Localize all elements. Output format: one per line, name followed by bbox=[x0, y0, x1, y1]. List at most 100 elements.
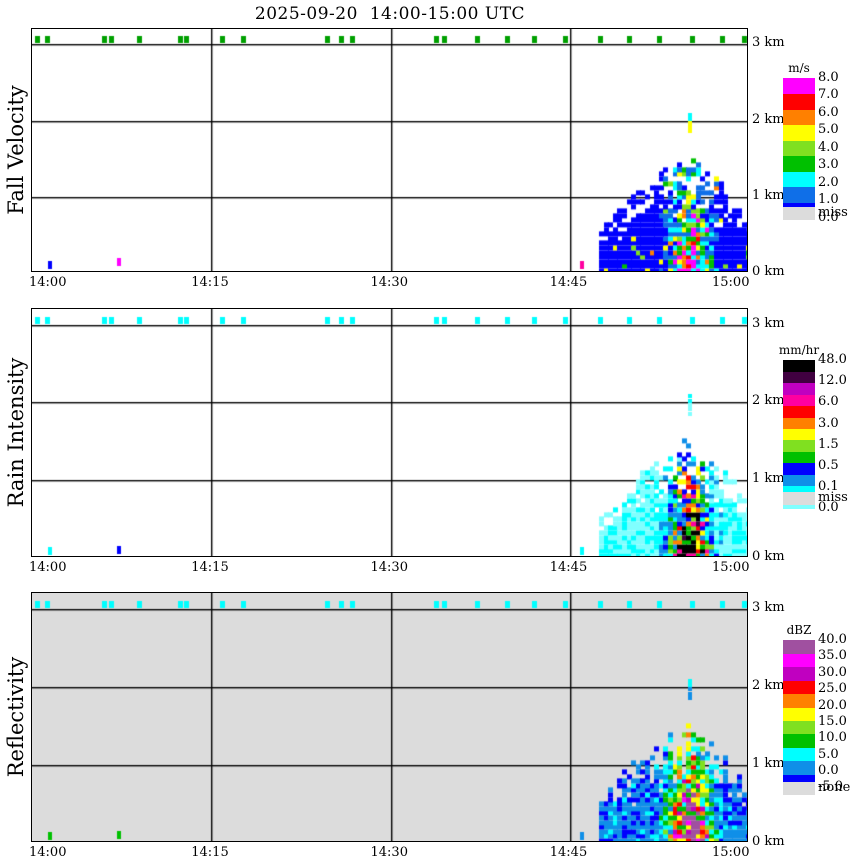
heatmap-canvas bbox=[32, 309, 747, 556]
x-tick-1-1: 14:15 bbox=[191, 560, 229, 575]
colorbar-band-2-2 bbox=[783, 747, 815, 762]
colorbar-band-1-12 bbox=[783, 360, 815, 372]
colorbar-missing-swatch-0 bbox=[783, 207, 815, 220]
colorbar-label-2-9: 40.0 bbox=[818, 632, 847, 647]
y-tick-0-1: 1 km bbox=[752, 187, 785, 203]
colorbar-label-1-7: 48.0 bbox=[818, 352, 847, 367]
colorbar-band-0-1 bbox=[783, 186, 815, 203]
x-tick-1-4: 15:00 bbox=[712, 560, 750, 575]
colorbar-label-2-5: 20.0 bbox=[818, 697, 847, 713]
colorbar-label-1-4: 3.0 bbox=[818, 415, 839, 431]
colorbar-band-1-11 bbox=[783, 371, 815, 384]
colorbar-label-1-2: 0.5 bbox=[818, 457, 839, 473]
colorbar-band-1-5 bbox=[783, 439, 815, 452]
heatmap-canvas bbox=[32, 593, 747, 841]
colorbar-label-0-2: 2.0 bbox=[818, 174, 839, 190]
colorbar-band-1-6 bbox=[783, 428, 815, 441]
colorbar-band-1-8 bbox=[783, 405, 815, 418]
colorbar-band-2-10 bbox=[783, 640, 815, 654]
colorbar-band-0-7 bbox=[783, 93, 815, 110]
colorbar-band-2-3 bbox=[783, 733, 815, 748]
plot-panel-rain-intensity bbox=[31, 308, 748, 557]
y-axis-label-0: Fall Velocity bbox=[4, 85, 28, 215]
y-tick-2-2: 2 km bbox=[752, 677, 785, 693]
colorbar-band-2-1 bbox=[783, 760, 815, 775]
x-tick-2-0: 14:00 bbox=[29, 845, 67, 860]
y-tick-1-3: 3 km bbox=[752, 315, 785, 331]
x-tick-1-0: 14:00 bbox=[29, 560, 67, 575]
x-tick-0-3: 14:45 bbox=[549, 275, 588, 290]
colorbar-label-2-2: 5.0 bbox=[818, 746, 839, 762]
colorbar-title-2: dBZ bbox=[786, 623, 812, 637]
colorbar-label-2-6: 25.0 bbox=[818, 681, 847, 697]
colorbar-band-0-2 bbox=[783, 171, 815, 188]
y-tick-1-0: 0 km bbox=[752, 549, 785, 564]
colorbar-band-2-6 bbox=[783, 693, 815, 708]
colorbar-label-0-7: 7.0 bbox=[818, 87, 839, 103]
colorbar-missing-swatch-2 bbox=[783, 782, 815, 795]
y-tick-0-2: 2 km bbox=[752, 111, 785, 127]
figure-title: 2025-09-20 14:00-15:00 UTC bbox=[254, 4, 526, 24]
colorbar-band-0-3 bbox=[783, 155, 815, 172]
y-axis-label-2: Reflectivity bbox=[4, 656, 28, 778]
colorbar-label-1-0: 0.0 bbox=[818, 500, 839, 516]
colorbar-missing-label-0: miss bbox=[818, 205, 848, 220]
colorbar-label-0-3: 3.0 bbox=[818, 157, 839, 173]
colorbar-label-2-4: 15.0 bbox=[818, 713, 847, 729]
colorbar-band-1-9 bbox=[783, 394, 815, 407]
colorbar-label-1-3: 1.5 bbox=[818, 436, 839, 452]
x-tick-0-0: 14:00 bbox=[29, 275, 67, 290]
colorbar-label-2-1: 0.0 bbox=[818, 763, 839, 779]
y-tick-0-3: 3 km bbox=[752, 35, 785, 51]
colorbar-band-0-6 bbox=[783, 109, 815, 126]
colorbar-band-2-8 bbox=[783, 666, 815, 681]
colorbar-band-0-5 bbox=[783, 124, 815, 141]
x-tick-1-2: 14:30 bbox=[370, 560, 408, 575]
colorbar-band-1-2 bbox=[783, 474, 815, 486]
plot-panel-fall-velocity bbox=[31, 28, 748, 272]
x-tick-0-2: 14:30 bbox=[370, 275, 408, 290]
colorbar-label-0-4: 4.0 bbox=[818, 139, 839, 155]
colorbar-label-2-8: 35.0 bbox=[818, 648, 847, 664]
colorbar-label-1-5: 6.0 bbox=[818, 394, 839, 410]
x-tick-2-1: 14:15 bbox=[191, 845, 229, 860]
y-tick-2-1: 1 km bbox=[752, 755, 785, 771]
colorbar-band-0-4 bbox=[783, 140, 815, 157]
heatmap-canvas bbox=[32, 29, 747, 271]
colorbar-band-1-3 bbox=[783, 462, 815, 475]
colorbar-band-1-10 bbox=[783, 382, 815, 395]
colorbar-missing-label-2: none bbox=[818, 780, 850, 795]
colorbar-title-1: mm/hr bbox=[778, 343, 820, 357]
colorbar-label-2-7: 30.0 bbox=[818, 664, 847, 680]
colorbar-label-0-6: 6.0 bbox=[818, 104, 839, 120]
colorbar-band-0-8 bbox=[783, 78, 815, 95]
x-tick-1-3: 14:45 bbox=[549, 560, 588, 575]
plot-panel-reflectivity bbox=[31, 592, 748, 842]
colorbar-title-0: m/s bbox=[788, 61, 810, 75]
colorbar-label-0-0: 0.0 bbox=[818, 209, 839, 225]
x-tick-0-4: 15:00 bbox=[712, 275, 750, 290]
colorbar-missing-swatch-1 bbox=[783, 492, 815, 505]
y-tick-2-0: 0 km bbox=[752, 834, 785, 849]
y-tick-1-2: 2 km bbox=[752, 393, 785, 409]
colorbar-label-1-1: 0.1 bbox=[818, 479, 839, 495]
colorbar-band-2-4 bbox=[783, 720, 815, 735]
colorbar-band-2-9 bbox=[783, 653, 815, 668]
colorbar-band-2-7 bbox=[783, 680, 815, 695]
colorbar-missing-label-1: miss bbox=[818, 490, 848, 505]
colorbar-band-1-7 bbox=[783, 417, 815, 429]
colorbar-label-0-8: 8.0 bbox=[818, 70, 839, 85]
y-tick-0-0: 0 km bbox=[752, 264, 785, 279]
colorbar-label-2-0: -5.0 bbox=[818, 779, 844, 795]
colorbar-label-1-6: 12.0 bbox=[818, 373, 847, 389]
x-tick-2-3: 14:45 bbox=[549, 845, 588, 860]
colorbar-label-2-3: 10.0 bbox=[818, 730, 847, 746]
y-tick-1-1: 1 km bbox=[752, 471, 785, 487]
colorbar-band-2-5 bbox=[783, 707, 815, 721]
y-axis-label-1: Rain Intensity bbox=[4, 357, 28, 508]
x-tick-2-4: 15:00 bbox=[712, 845, 750, 860]
y-tick-2-3: 3 km bbox=[752, 599, 785, 615]
colorbar-band-1-4 bbox=[783, 451, 815, 464]
colorbar-label-0-1: 1.0 bbox=[818, 192, 839, 208]
